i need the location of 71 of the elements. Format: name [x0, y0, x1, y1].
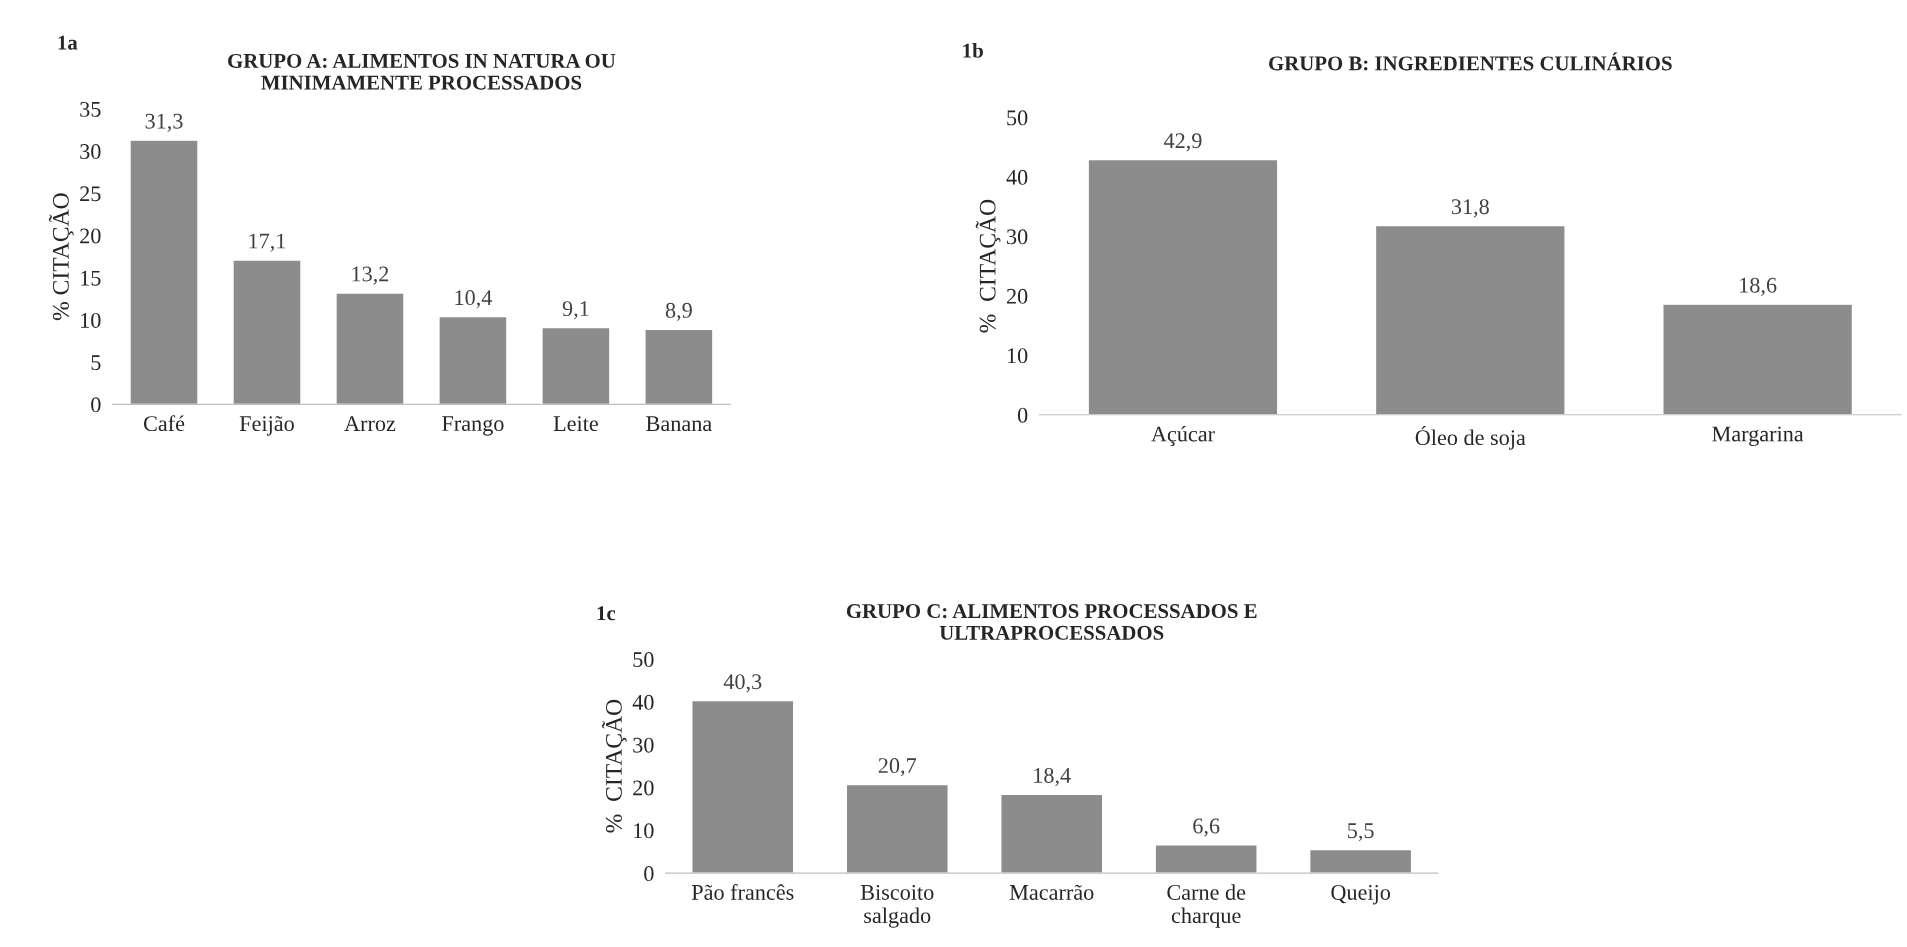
data-label: 31,3 — [145, 113, 183, 132]
x-tick-label: Carne de charque — [1167, 884, 1246, 928]
data-label: 13,2 — [352, 266, 389, 285]
y-tick-label: 20 — [80, 228, 101, 244]
data-label: 40,3 — [723, 674, 762, 693]
bar — [1374, 224, 1566, 415]
bar — [1000, 793, 1104, 874]
y-axis-title: % CITAÇÃO — [975, 199, 1001, 333]
data-label: 10,4 — [455, 290, 493, 309]
x-tick-label: Leite — [553, 416, 598, 432]
y-tick-label: 30 — [633, 737, 654, 753]
y-tick-label: 10 — [81, 312, 101, 328]
x-tick-label: Macarrão — [1009, 884, 1094, 900]
bar — [541, 326, 611, 405]
data-label: 31,8 — [1451, 199, 1489, 218]
x-tick-label: Biscoito salgado — [860, 884, 934, 928]
y-tick-label: 15 — [81, 270, 101, 286]
bar — [691, 699, 795, 874]
data-label: 18,4 — [1034, 767, 1071, 787]
bar — [644, 328, 714, 405]
y-tick-label: 40 — [632, 694, 654, 710]
bar — [1087, 158, 1279, 415]
y-tick-label: 5 — [91, 355, 101, 371]
y-tick-label: 0 — [1017, 407, 1028, 423]
y-tick-label: 50 — [1007, 110, 1028, 126]
data-label: 6,6 — [1193, 818, 1220, 837]
chart-title: GRUPO B: INGREDIENTES CULINÁRIOS — [1269, 52, 1672, 71]
x-tick-label: Queijo — [1331, 884, 1391, 905]
y-axis-title: % CITAÇÃO — [48, 193, 74, 321]
data-label: 20,7 — [878, 758, 917, 777]
x-tick-label: Banana — [646, 416, 712, 432]
y-tick-label: 20 — [1006, 288, 1028, 304]
x-tick-label: Açúcar — [1151, 425, 1215, 447]
y-tick-label: 20 — [633, 780, 654, 796]
y-tick-label: 30 — [80, 144, 101, 160]
data-label: 8,9 — [665, 302, 692, 321]
y-tick-label: 50 — [633, 652, 654, 668]
data-label: 42,9 — [1163, 133, 1202, 152]
y-tick-label: 0 — [644, 866, 654, 882]
data-label: 18,6 — [1740, 277, 1777, 296]
y-tick-label: 0 — [91, 397, 101, 413]
bar — [1308, 848, 1413, 874]
data-label: 9,1 — [562, 301, 589, 320]
y-tick-label: 35 — [80, 101, 101, 117]
x-tick-label: Arroz — [344, 416, 396, 432]
y-tick-label: 40 — [1006, 169, 1028, 185]
text: 1a — [58, 35, 78, 50]
x-tick-label: Pão francês — [691, 884, 794, 900]
y-axis-title: % CITAÇÃO — [601, 699, 627, 833]
data-label: 5,5 — [1348, 823, 1374, 842]
text: 1c — [597, 606, 616, 621]
bar — [1154, 844, 1258, 874]
bar — [335, 292, 405, 405]
data-label: 17,1 — [249, 233, 286, 252]
bar — [232, 259, 302, 405]
bar — [845, 783, 949, 874]
x-tick-label: Café — [143, 415, 185, 432]
y-tick-label: 10 — [1007, 348, 1028, 364]
y-tick-label: 25 — [80, 186, 101, 202]
y-tick-label: 30 — [1007, 229, 1028, 245]
x-tick-label: Frango — [442, 416, 504, 436]
text: 1b — [963, 43, 983, 58]
chart-title: GRUPO C: ALIMENTOS PROCESSADOS E ULTRAPROCESSADOS — [846, 604, 1257, 640]
bar — [1662, 303, 1854, 415]
bar — [129, 139, 199, 405]
x-tick-label: Feijão — [239, 415, 294, 436]
bar — [438, 315, 508, 405]
y-tick-label: 10 — [634, 823, 654, 839]
x-tick-label: Óleo de soja — [1415, 425, 1526, 450]
x-tick-label: Margarina — [1712, 426, 1804, 447]
chart-title: GRUPO A: ALIMENTOS IN NATURA OU MINIMAMENTE PROCESSADOS — [228, 53, 616, 90]
